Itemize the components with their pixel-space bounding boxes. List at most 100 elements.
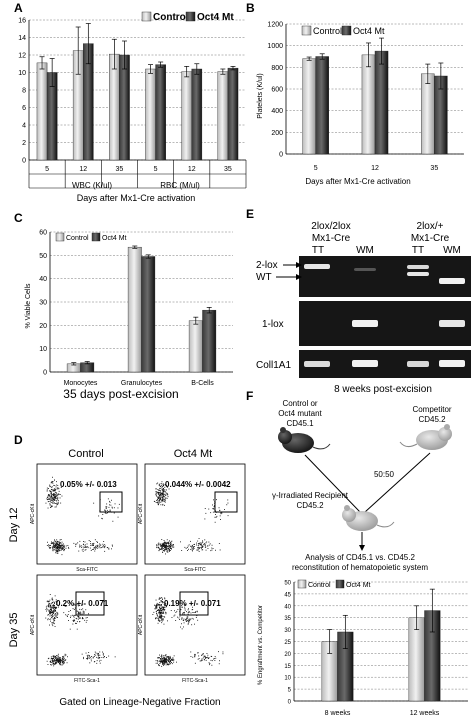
flow-dot	[219, 515, 221, 517]
flow-dot	[181, 618, 183, 620]
arrow-analysis-head	[359, 545, 365, 551]
flow-dot	[179, 615, 181, 617]
flow-dot	[164, 490, 166, 492]
flow-dot	[53, 484, 55, 486]
flow-dot	[192, 550, 193, 552]
flow-dot	[56, 660, 58, 662]
flow-dot	[163, 488, 164, 490]
flow-dot	[54, 606, 56, 608]
flow-dot	[82, 544, 84, 546]
flow-dot	[212, 504, 213, 506]
flow-dot	[154, 605, 156, 606]
flow-dot	[57, 546, 59, 548]
flow-dot	[55, 548, 57, 550]
flow-dot	[164, 659, 165, 660]
flow-dot	[173, 659, 175, 661]
flow-dot	[53, 606, 55, 608]
flow-dot	[87, 654, 89, 656]
flow-dot	[55, 656, 57, 658]
flow-dot	[159, 486, 161, 487]
y-tick-label: 40	[284, 604, 291, 610]
flow-dot	[49, 611, 51, 612]
panel-d: Control Oct4 Mt Day 12 Day 35 0.05% +/- …	[8, 448, 246, 708]
flow-dot	[70, 615, 72, 617]
flow-dot	[66, 615, 68, 617]
flow-dot	[49, 499, 51, 501]
flow-dot	[55, 506, 57, 508]
flow-dot	[83, 547, 85, 548]
flow-dot	[167, 542, 169, 544]
flow-dot	[54, 656, 56, 658]
flow-dot	[158, 489, 160, 491]
flow-dot	[164, 544, 166, 546]
flow-dot	[57, 488, 59, 490]
flow-dot	[55, 551, 57, 552]
panel-e-genotype-1-line2: Mx1-Cre	[312, 233, 351, 244]
flow-dot	[162, 495, 164, 497]
flow-dot	[168, 543, 169, 545]
flow-dot	[160, 497, 161, 499]
legend-swatch	[55, 232, 65, 242]
flow-dot	[167, 657, 169, 659]
flow-dot	[54, 659, 55, 660]
flow-dot	[48, 603, 50, 605]
flow-dot	[54, 614, 56, 616]
flow-dot	[155, 605, 157, 607]
flow-dot	[160, 661, 162, 663]
panel-e-genotype-2-line1: 2lox/+	[417, 221, 444, 232]
flow-dot	[50, 491, 52, 493]
flow-dot	[52, 546, 54, 548]
flow-dot	[56, 545, 58, 547]
flow-dot	[60, 487, 62, 488]
flow-dot	[155, 607, 157, 608]
flow-dot	[49, 503, 51, 505]
flow-dot	[161, 618, 163, 620]
flow-dot	[163, 609, 165, 611]
flow-dot	[58, 661, 59, 662]
flow-dot	[79, 621, 81, 622]
flow-dot	[159, 492, 161, 494]
flow-dot	[168, 656, 170, 658]
flow-dot	[108, 511, 110, 512]
flow-dot	[106, 503, 108, 505]
flow-dot	[88, 658, 90, 659]
flow-dot	[46, 490, 48, 492]
band-bot-lane2	[352, 360, 378, 367]
flow-dot	[49, 603, 50, 605]
flow-dot	[118, 503, 120, 505]
flow-dot	[50, 482, 52, 484]
flow-dot	[157, 489, 159, 490]
flow-dot	[85, 652, 87, 654]
panel-b-xlabel: Days after Mx1-Cre activation	[305, 177, 410, 186]
flow-dot	[188, 619, 189, 621]
flow-dot	[222, 651, 224, 653]
flow-dot	[172, 660, 174, 661]
flow-dot	[160, 661, 162, 663]
panel-f-analysis-line1: Analysis of CD45.1 vs. CD45.2	[305, 553, 415, 562]
flow-dot	[54, 496, 56, 498]
flow-dot	[200, 544, 202, 546]
flow-dot	[190, 545, 191, 547]
flow-dot	[166, 539, 168, 541]
flow-dot	[202, 546, 204, 548]
flow-dot	[187, 613, 189, 615]
flow-dot	[218, 651, 219, 653]
flow-dot	[196, 610, 198, 612]
flow-dot	[162, 599, 163, 600]
flow-dot	[190, 612, 192, 614]
flow-dot	[212, 511, 214, 513]
flow-dot	[51, 494, 53, 496]
flow-dot	[183, 620, 185, 621]
flow-dot	[158, 610, 160, 612]
flow-dot	[101, 517, 103, 519]
flow-dot	[162, 658, 164, 660]
flow-dot	[156, 602, 158, 604]
flow-dot	[55, 552, 57, 554]
flow-dot	[47, 614, 49, 615]
arrow-competitor	[364, 452, 431, 513]
flow-plot-4	[144, 574, 246, 676]
flow-dot	[158, 609, 160, 611]
flow-dot	[54, 489, 56, 491]
flow-dot	[56, 550, 58, 552]
flow-dot	[81, 604, 83, 606]
